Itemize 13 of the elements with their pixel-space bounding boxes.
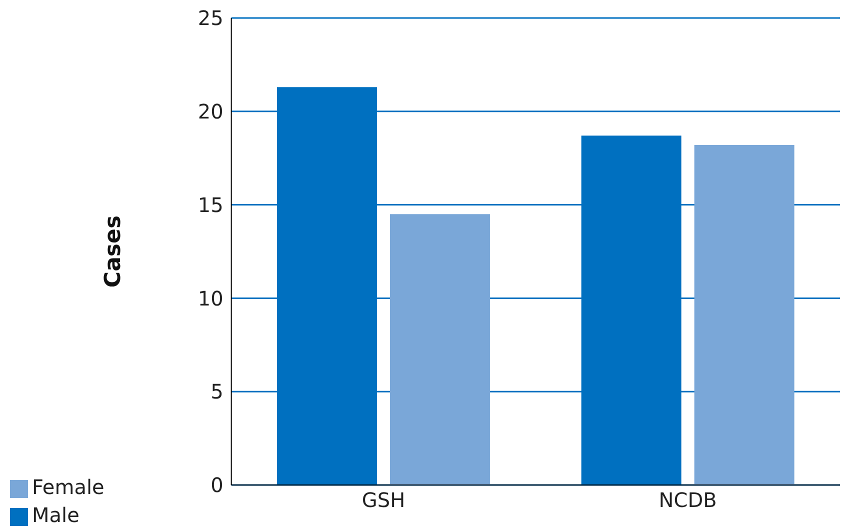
legend-label: Female [32,475,104,499]
x-tick-label: NCDB [658,488,717,512]
x-tick-label: GSH [362,488,406,512]
y-tick-label: 20 [198,100,224,124]
y-axis-title: Cases [101,215,126,288]
y-tick-label: 25 [198,6,224,30]
y-tick-label: 15 [198,192,224,217]
bar [390,214,490,485]
bar [694,145,794,485]
y-tick-label: 5 [210,380,224,404]
legend-label: Male [32,503,80,527]
y-tick-label: 0 [210,473,224,498]
y-tick-label: 10 [198,286,224,310]
